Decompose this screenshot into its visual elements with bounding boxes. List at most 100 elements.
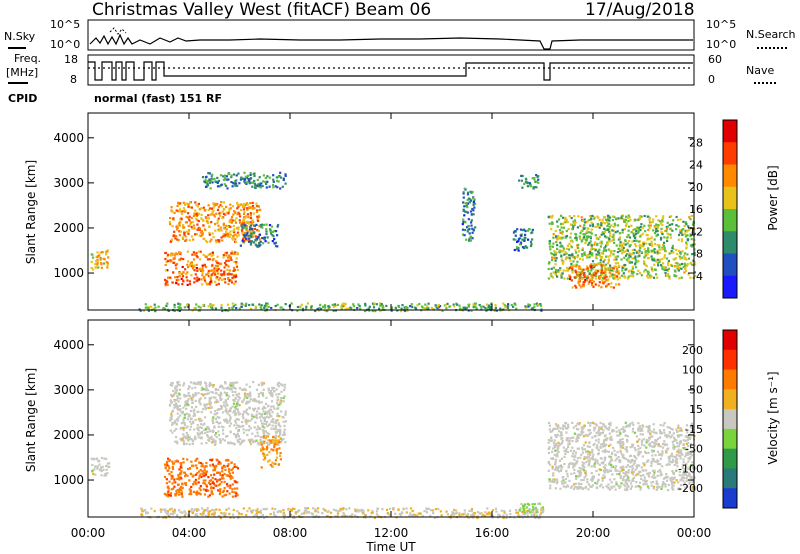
power-cell-10 [441,309,444,312]
power-cell-3 [224,174,227,177]
power-cell-10 [306,302,309,305]
power-cell-2 [246,207,249,210]
velocity-cell-1 [166,463,169,467]
velocity-cell-1 [221,495,224,498]
velocity-cell-4 [604,426,607,429]
power-cell-8 [550,275,553,278]
velocity-cell-3 [273,440,276,443]
velocity-cell-1 [223,465,226,468]
power-cell-4 [273,242,276,245]
power-cell-8 [689,276,692,279]
power-cell-10 [197,305,200,308]
velocity-cell-4 [576,447,579,450]
power-cell-10 [139,309,142,312]
velocity-cell-2 [169,399,172,402]
power-cell-8 [631,257,634,260]
power-cell-2 [203,237,206,241]
power-cell-8 [611,235,614,239]
power-cell-2 [219,204,222,207]
velocity-cell-2 [239,412,242,415]
power-cell-2 [214,222,217,226]
power-cell-5 [471,227,474,230]
velocity-cell-2 [239,443,242,446]
velocity-cell-2 [199,417,202,420]
power-cell-1 [185,276,188,279]
power-cell-10 [405,306,408,309]
power-cell-8 [602,232,605,235]
velocity-cell-4 [689,476,692,479]
velocity-cell-1 [166,492,169,495]
power-cell-10 [346,307,349,310]
power-cell-8 [572,260,575,263]
power-cell-2 [179,230,182,233]
velocity-cell-4 [580,482,583,486]
power-cell-8 [610,224,613,227]
velocity-cell-4 [647,443,650,446]
velocity-cell-2 [203,429,206,432]
power-cell-1 [216,269,219,272]
power-cell-8 [591,276,594,279]
velocity-cell-2 [171,382,174,385]
power-cell-6 [519,237,522,240]
power-cell-8 [685,258,688,261]
power-cell-2 [222,224,225,227]
velocity-cell-4 [682,439,685,442]
power-cell-8 [583,224,586,227]
velocity-cell-0 [108,462,111,465]
velocity-cell-2 [267,416,270,419]
power-cell-2 [230,218,233,221]
velocity-cell-2 [183,423,186,426]
velocity-cell-2 [220,425,223,428]
velocity-cell-4 [672,477,676,480]
power-cell-4 [241,239,244,242]
velocity-cell-4 [647,429,650,432]
velocity-cell-4 [690,424,693,427]
velocity-cell-4 [596,444,599,447]
power-cell-8 [627,220,630,223]
power-cell-8 [609,254,612,257]
velocity-cell-4 [610,487,613,490]
power-cell-1 [212,253,215,257]
velocity-cell-3 [264,457,267,460]
power-cell-10 [296,305,299,309]
power-cell-2 [190,225,193,228]
velocity-cell-4 [583,462,586,465]
velocity-cell-4 [595,431,598,434]
power-cell-8 [607,236,610,240]
power-cell-8 [632,257,636,260]
velocity-cell-4 [659,423,662,427]
velocity-cell-2 [200,430,203,433]
velocity-cell-1 [190,472,193,475]
velocity-cell-2 [244,392,247,395]
velocity-cell-4 [619,451,622,454]
power-cell-8 [656,258,659,262]
power-cell-8 [679,252,682,255]
power-cell-8 [616,251,619,254]
velocity-cell-1 [202,482,205,485]
power-cell-8 [570,262,573,265]
velocity-cell-1 [204,479,207,482]
power-cell-3 [230,181,233,184]
power-cell-10 [318,306,321,309]
velocity-cell-1 [184,482,187,485]
power-cell-4 [242,241,245,244]
velocity-cell-2 [272,405,275,408]
power-cell-6 [521,238,524,241]
velocity-cell-4 [572,487,576,491]
power-cell-2 [169,223,172,226]
power-cell-8 [607,248,610,251]
power-cell-8 [647,248,650,251]
power-cell-10 [371,302,375,305]
power-cell-0 [95,260,98,263]
power-cell-5 [462,196,465,199]
power-cell-9 [604,271,607,274]
velocity-cell-2 [234,406,237,409]
power-cell-2 [196,223,199,226]
velocity-cell-2 [225,392,229,395]
power-cell-8 [666,239,669,243]
power-cell-8 [586,237,589,240]
power-cell-2 [178,222,181,225]
power-cell-8 [621,228,624,231]
velocity-cell-4 [576,470,580,473]
velocity-cell-4 [575,486,578,489]
